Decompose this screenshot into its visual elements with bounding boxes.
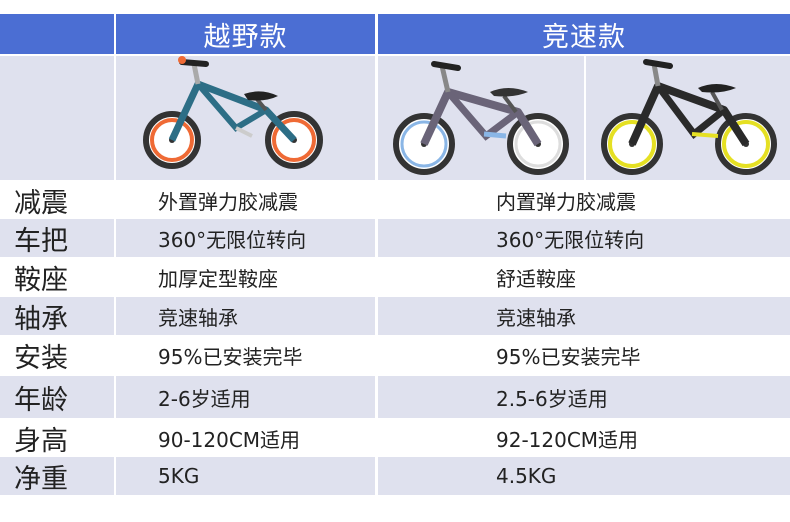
racing-value: 2.5-6岁适用 <box>378 376 790 418</box>
racing-bike-image-purple <box>378 56 584 180</box>
offroad-value: 外置弹力胶减震 <box>158 189 298 214</box>
spec-row-install: 安装 95%已安装完毕 95%已安装完毕 <box>0 336 790 374</box>
spec-row-shock: 减震 外置弹力胶减震 内置弹力胶减震 <box>0 181 790 219</box>
image-row-empty-cell <box>0 56 114 180</box>
racing-value: 92-120CM适用 <box>496 427 639 452</box>
racing-value-empty <box>378 496 790 522</box>
header-offroad-title: 越野款 <box>116 14 375 54</box>
spec-row-empty <box>0 496 790 522</box>
spec-row-weight: 净重 5KG 4.5KG <box>0 457 790 495</box>
racing-balance-bike-purple-icon <box>393 61 569 175</box>
spec-row-height: 身高 90-120CM适用 92-120CM适用 <box>0 419 790 457</box>
row-label: 净重 <box>0 457 114 495</box>
racing-value: 360°无限位转向 <box>378 219 790 257</box>
offroad-value: 2-6岁适用 <box>116 376 375 418</box>
header-racing-title: 竞速款 <box>378 14 790 54</box>
row-label: 减震 <box>14 187 68 219</box>
offroad-value: 竞速轴承 <box>116 297 375 335</box>
offroad-value: 360°无限位转向 <box>116 219 375 257</box>
offroad-value: 5KG <box>116 457 375 495</box>
row-label: 轴承 <box>0 297 114 335</box>
racing-bike-image-black <box>586 56 790 180</box>
racing-value: 95%已安装完毕 <box>496 344 641 369</box>
row-label-empty <box>0 496 114 522</box>
offroad-value: 95%已安装完毕 <box>158 344 303 369</box>
spec-row-bearing: 轴承 竞速轴承 竞速轴承 <box>0 297 790 335</box>
offroad-value: 加厚定型鞍座 <box>158 266 278 291</box>
row-label: 安装 <box>14 342 68 374</box>
offroad-value-empty <box>116 496 375 522</box>
row-label: 年龄 <box>0 376 114 418</box>
offroad-value: 90-120CM适用 <box>158 427 301 452</box>
spec-row-age: 年龄 2-6岁适用 2.5-6岁适用 <box>0 376 790 418</box>
spec-row-handlebar: 车把 360°无限位转向 360°无限位转向 <box>0 219 790 257</box>
row-label: 鞍座 <box>14 264 68 296</box>
racing-balance-bike-black-icon <box>601 59 777 175</box>
racing-value: 舒适鞍座 <box>496 266 576 291</box>
spec-row-saddle: 鞍座 加厚定型鞍座 舒适鞍座 <box>0 258 790 296</box>
racing-value: 内置弹力胶减震 <box>496 189 636 214</box>
offroad-bike-image <box>116 56 375 180</box>
row-label: 车把 <box>0 219 114 257</box>
offroad-balance-bike-icon <box>143 56 323 169</box>
header-empty-cell <box>0 14 114 54</box>
row-label: 身高 <box>14 425 68 457</box>
racing-value: 竞速轴承 <box>378 297 790 335</box>
racing-value: 4.5KG <box>378 457 790 495</box>
